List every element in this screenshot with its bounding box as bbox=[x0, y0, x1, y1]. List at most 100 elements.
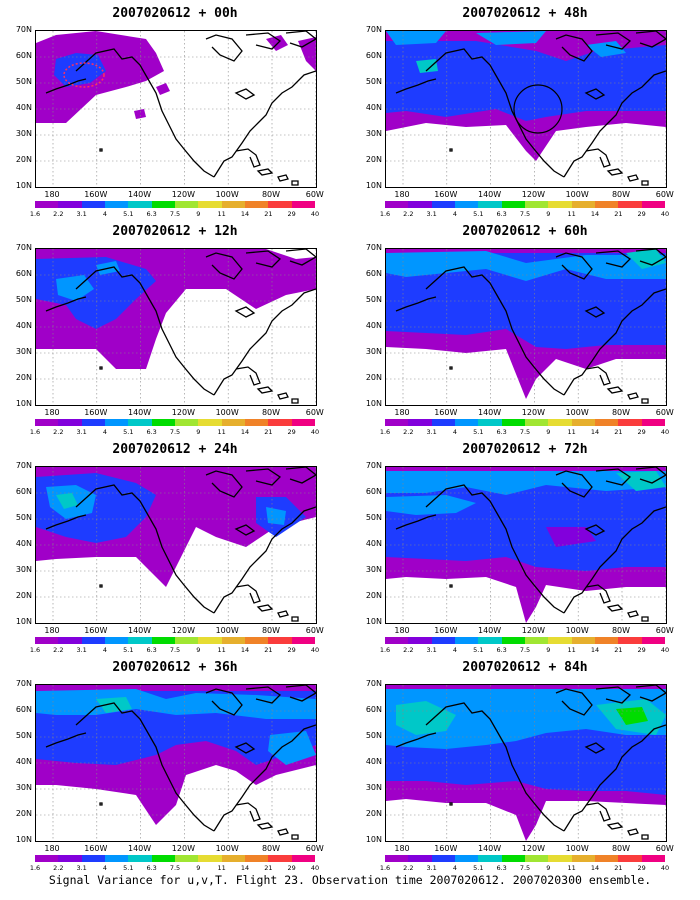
colorbar-swatch bbox=[221, 419, 245, 426]
colorbar-labels: 1.6 2.2 3.1 4 5.1 6.3 7.5 9 11 14 21 29 40 bbox=[30, 864, 319, 872]
colorbar-swatch bbox=[244, 419, 269, 426]
y-tick-label: 20N bbox=[15, 591, 32, 600]
colorbar-swatch bbox=[594, 201, 619, 208]
colorbar-label: 4 bbox=[102, 428, 108, 436]
colorbar-label: 21 bbox=[264, 646, 273, 654]
x-tick-label: 160W bbox=[434, 626, 458, 635]
coastline bbox=[256, 604, 274, 612]
coastline bbox=[285, 467, 316, 484]
y-tick-label: 40N bbox=[15, 321, 32, 330]
x-tick-label: 140W bbox=[478, 626, 502, 635]
colorbar-label: 40 bbox=[660, 428, 670, 436]
colorbar-label: 1.6 bbox=[29, 428, 41, 436]
colorbar-label: 11 bbox=[567, 428, 576, 436]
colorbar-swatch bbox=[221, 201, 245, 208]
x-tick-label: 160W bbox=[84, 844, 108, 853]
x-tick-label: 160W bbox=[434, 408, 458, 417]
x-tick-label: 180 bbox=[44, 844, 60, 853]
colorbar-label: 2.2 bbox=[403, 646, 414, 654]
colorbar-label: 21 bbox=[264, 210, 273, 218]
coastline bbox=[606, 604, 624, 612]
colorbar-swatch bbox=[81, 855, 105, 862]
coastline bbox=[245, 686, 282, 704]
y-tick-label: 70N bbox=[365, 25, 382, 34]
colorbar-swatch bbox=[151, 419, 175, 426]
coastline bbox=[234, 524, 256, 536]
x-tick-label: 120W bbox=[521, 190, 545, 199]
colorbar bbox=[385, 201, 665, 208]
colorbar-label: 2.2 bbox=[53, 646, 64, 654]
coastline bbox=[45, 514, 87, 530]
x-tick-label: 80W bbox=[611, 844, 631, 853]
map-panel-12h: 2007020612 + 12h 70N 60N 50N 40N 30N 20N 10N 1… bbox=[0, 218, 350, 436]
colorbar-swatch bbox=[408, 201, 432, 208]
coastline bbox=[425, 484, 565, 614]
colorbar-label: 7.5 bbox=[519, 864, 531, 872]
colorbar-label: 3.1 bbox=[426, 864, 437, 872]
coastline bbox=[425, 48, 565, 178]
colorbar-label: 14 bbox=[590, 646, 600, 654]
coastline bbox=[256, 822, 274, 830]
colorbar-swatch bbox=[478, 419, 502, 426]
colorbar-label: 14 bbox=[240, 210, 250, 218]
colorbar-label: 40 bbox=[310, 428, 320, 436]
colorbar-label: 4 bbox=[452, 864, 458, 872]
contour-region bbox=[546, 527, 596, 547]
y-tick-label: 60N bbox=[15, 269, 32, 278]
coastline bbox=[606, 386, 624, 394]
colorbar-label: 6.3 bbox=[496, 646, 507, 654]
colorbar-swatch bbox=[524, 201, 549, 208]
x-tick-label: 60W bbox=[305, 844, 324, 853]
coastline bbox=[45, 732, 87, 748]
contour-region bbox=[96, 697, 132, 713]
contour-region bbox=[386, 31, 446, 45]
contour-region bbox=[476, 31, 546, 45]
colorbar-swatch bbox=[501, 855, 525, 862]
map-frame bbox=[35, 466, 317, 624]
x-tick-label: 60W bbox=[655, 408, 674, 417]
colorbar-swatch bbox=[198, 201, 222, 208]
coastline bbox=[75, 484, 215, 614]
y-tick-label: 50N bbox=[15, 77, 32, 86]
colorbar-label: 29 bbox=[637, 428, 646, 436]
colorbar-label: 11 bbox=[567, 646, 576, 654]
colorbar-swatch bbox=[104, 201, 129, 208]
colorbar-label: 7.5 bbox=[519, 210, 531, 218]
colorbar-swatch bbox=[198, 637, 222, 644]
x-tick-label: 80W bbox=[611, 408, 631, 417]
x-tick-label: 100W bbox=[215, 844, 239, 853]
x-tick-label: 100W bbox=[565, 190, 589, 199]
x-tick-label: 160W bbox=[434, 190, 458, 199]
colorbar-swatch bbox=[244, 201, 269, 208]
coastline bbox=[235, 148, 261, 168]
colorbar-swatch bbox=[454, 201, 479, 208]
coastline bbox=[627, 610, 639, 618]
coastline bbox=[627, 174, 639, 182]
contour-region bbox=[268, 731, 316, 765]
colorbar-label: 6.3 bbox=[146, 864, 157, 872]
colorbar-label: 4 bbox=[452, 210, 458, 218]
coastline bbox=[584, 306, 606, 318]
y-tick-label: 10N bbox=[365, 181, 382, 190]
colorbar-swatch bbox=[198, 419, 222, 426]
x-tick-label: 120W bbox=[521, 626, 545, 635]
colorbar-swatch bbox=[268, 637, 292, 644]
coastline bbox=[395, 732, 437, 748]
coastline bbox=[395, 296, 437, 312]
coastline bbox=[595, 32, 632, 50]
coastline bbox=[99, 802, 103, 806]
y-tick-label: 20N bbox=[15, 809, 32, 818]
colorbar bbox=[35, 201, 315, 208]
colorbar-swatch bbox=[128, 855, 152, 862]
contour-region bbox=[386, 495, 476, 515]
colorbar-swatch bbox=[618, 419, 642, 426]
colorbar-label: 14 bbox=[590, 428, 600, 436]
x-tick-label: 160W bbox=[84, 408, 108, 417]
colorbar-label: 4 bbox=[452, 428, 458, 436]
colorbar-label: 5.1 bbox=[123, 646, 134, 654]
coastline bbox=[595, 468, 632, 486]
colorbar-label: 3.1 bbox=[76, 864, 87, 872]
coastline bbox=[45, 296, 87, 312]
colorbar-swatch bbox=[641, 637, 665, 644]
x-tick-label: 120W bbox=[171, 190, 195, 199]
